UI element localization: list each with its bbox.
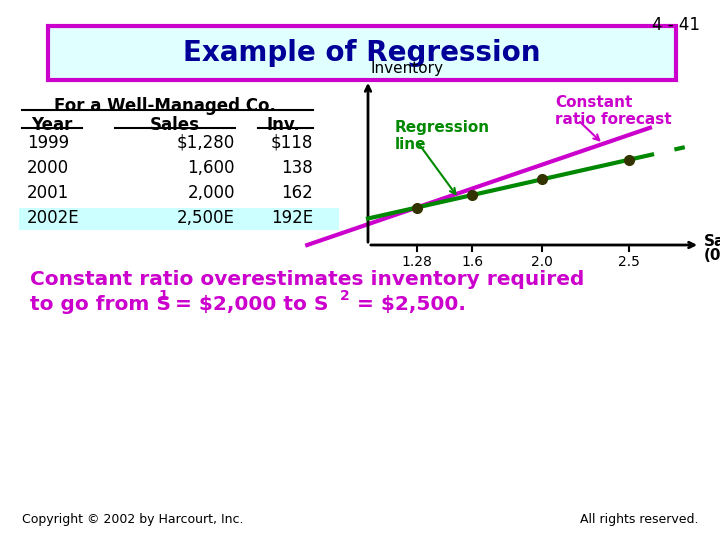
Text: Constant
ratio forecast: Constant ratio forecast: [555, 95, 672, 127]
Text: Inventory: Inventory: [371, 61, 444, 76]
Text: 138: 138: [282, 159, 313, 177]
Text: 2.5: 2.5: [618, 255, 640, 269]
Text: 2001: 2001: [27, 184, 69, 202]
Text: = $2,000 to S: = $2,000 to S: [168, 295, 328, 314]
Text: Inv.: Inv.: [266, 116, 300, 134]
Text: 4 - 41: 4 - 41: [652, 16, 700, 34]
Text: 1.6: 1.6: [462, 255, 484, 269]
Text: (000): (000): [704, 248, 720, 264]
Text: 1,600: 1,600: [187, 159, 235, 177]
Text: 2,000: 2,000: [187, 184, 235, 202]
Text: 1999: 1999: [27, 134, 69, 152]
FancyBboxPatch shape: [48, 26, 676, 80]
Text: Copyright © 2002 by Harcourt, Inc.: Copyright © 2002 by Harcourt, Inc.: [22, 513, 243, 526]
Text: 1.28: 1.28: [401, 255, 432, 269]
Text: Regression
line: Regression line: [395, 120, 490, 152]
Text: Sales: Sales: [150, 116, 200, 134]
Text: $1,280: $1,280: [176, 134, 235, 152]
Text: $118: $118: [271, 134, 313, 152]
Text: Sales: Sales: [704, 233, 720, 248]
Text: 1: 1: [158, 289, 168, 303]
Text: 162: 162: [282, 184, 313, 202]
Text: For a Well-Managed Co.: For a Well-Managed Co.: [54, 97, 276, 115]
Text: Example of Regression: Example of Regression: [184, 39, 541, 67]
Text: Constant ratio overestimates inventory required: Constant ratio overestimates inventory r…: [30, 270, 585, 289]
Text: 2: 2: [340, 289, 350, 303]
Bar: [19, 208, 339, 230]
Text: 2.0: 2.0: [531, 255, 553, 269]
Text: 2002E: 2002E: [27, 209, 80, 227]
Text: Year: Year: [31, 116, 73, 134]
Text: All rights reserved.: All rights reserved.: [580, 513, 698, 526]
Text: 2000: 2000: [27, 159, 69, 177]
Text: 2,500E: 2,500E: [177, 209, 235, 227]
Text: 192E: 192E: [271, 209, 313, 227]
Text: to go from S: to go from S: [30, 295, 171, 314]
Text: = $2,500.: = $2,500.: [350, 295, 466, 314]
